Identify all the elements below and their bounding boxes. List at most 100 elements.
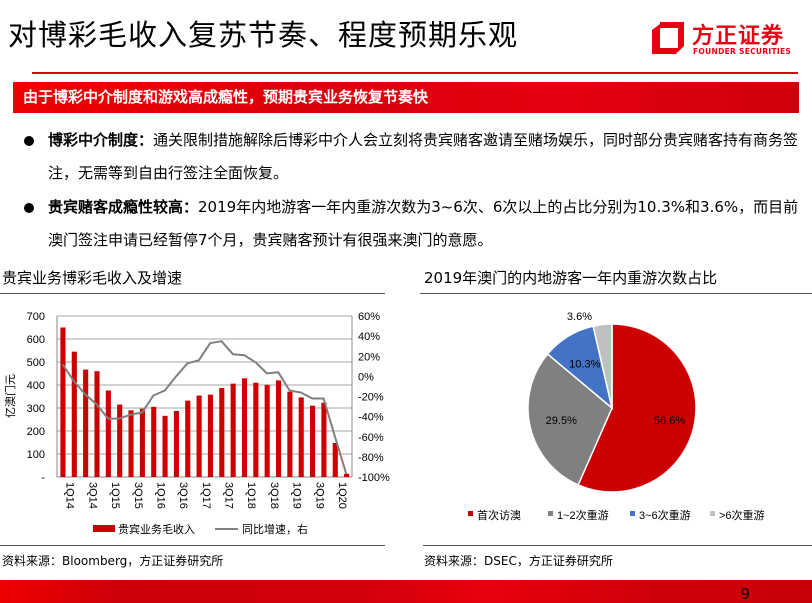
bullet-dot-icon <box>24 136 34 146</box>
y2-tick-label: -80% <box>358 452 384 464</box>
y-tick-label: 700 <box>27 311 45 323</box>
bar <box>117 404 123 477</box>
bar <box>151 406 157 477</box>
bar <box>139 408 145 477</box>
bullet-heading: 贵宾赌客成瘾性较高： <box>48 198 199 216</box>
logo-text-cn: 方正证券 <box>692 24 785 49</box>
bar <box>94 371 100 477</box>
vip-revenue-chart: - 100 200 300 400 500 600 700 -100% -80% -60% -40% -… <box>3 311 390 536</box>
legend-bar-swatch <box>93 525 115 532</box>
x-tick-label: 3Q17 <box>223 482 235 509</box>
bar <box>332 442 338 477</box>
bullet-text: 通关限制措施解除后博彩中介人会立刻将贵宾赌客邀请至赌场娱乐，同时部分贵宾赌客持有… <box>48 131 799 182</box>
bar <box>298 397 304 477</box>
bar <box>310 405 316 477</box>
y2-tick-label: -60% <box>358 432 384 444</box>
pie-slice <box>577 323 697 493</box>
y-tick-label: 500 <box>27 357 45 369</box>
y-tick-label: 200 <box>27 426 45 438</box>
x-tick-label: 1Q15 <box>109 482 121 509</box>
y2-tick-label: -100% <box>358 472 390 484</box>
key-message-banner: 由于博彩中介制度和游戏高成瘾性，预期贵宾业务恢复节奏快 <box>13 82 799 113</box>
y-tick-label: 400 <box>27 380 45 392</box>
y2-tick-label: 60% <box>358 311 380 323</box>
y-axis-label: 亿澳门元 <box>3 374 17 418</box>
pie-data-label: 10.3% <box>569 359 600 371</box>
logo-text-en: FOUNDER SECURITIES <box>693 47 792 56</box>
right-source-divider <box>423 545 812 546</box>
bar <box>241 378 248 477</box>
pie-data-label: 3.6% <box>567 311 592 323</box>
page-title: 对博彩毛收入复苏节奏、程度预期乐观 <box>8 18 519 52</box>
bar <box>253 382 259 477</box>
bar <box>287 391 293 477</box>
y2-tick-label: -20% <box>358 392 384 404</box>
legend-swatch <box>710 511 715 516</box>
bar <box>128 410 134 477</box>
bullet-heading: 博彩中介制度： <box>48 131 154 149</box>
pie-data-label: 29.5% <box>546 415 577 427</box>
x-tick-label: 1Q19 <box>291 482 303 509</box>
legend-label: 首次访澳 <box>477 508 521 522</box>
bullet-text: 2019年内地游客一年内重游次数为3~6次、6次以上的占比分别为10.3%和3.… <box>48 198 799 249</box>
y2-tick-label: 20% <box>358 351 380 363</box>
right-title-divider <box>420 293 812 294</box>
visitor-frequency-pie: 56.6% 29.5% 10.3% 3.6% 首次访澳 1~2次重游 3~6次重游 >6次重游 <box>468 311 765 522</box>
bar <box>173 410 179 477</box>
pie-slice <box>527 352 613 486</box>
bar <box>196 395 202 477</box>
bullet-dot-icon <box>24 203 34 213</box>
logo-mark-icon <box>652 22 684 54</box>
x-tick-label: 3Q18 <box>268 482 280 509</box>
legend-label: 1~2次重游 <box>557 508 609 522</box>
y-tick-label: 600 <box>27 334 45 346</box>
left-title-divider <box>0 293 385 294</box>
x-tick-label: 1Q14 <box>64 482 76 509</box>
legend-swatch <box>468 511 473 516</box>
bar <box>230 383 236 477</box>
x-tick-label: 1Q18 <box>245 482 257 509</box>
y-tick-label: 100 <box>27 449 45 461</box>
bullet-2: 贵宾赌客成瘾性较高：2019年内地游客一年内重游次数为3~6次、6次以上的占比分… <box>24 191 808 257</box>
bar <box>207 394 214 477</box>
legend-swatch <box>630 511 635 516</box>
right-source: 资料来源：DSEC，方正证券研究所 <box>424 554 613 568</box>
bullet-1: 博彩中介制度：通关限制措施解除后博彩中介人会立刻将贵宾赌客邀请至赌场娱乐，同时部… <box>24 124 808 190</box>
founder-securities-logo: 方正证券 FOUNDER SECURITIES <box>652 18 802 60</box>
bar <box>60 327 66 477</box>
x-tick-label: 1Q16 <box>154 482 166 509</box>
right-chart-title: 2019年澳门的内地游客一年内重游次数占比 <box>424 269 718 287</box>
legend-bar-label: 贵宾业务毛收入 <box>118 522 195 536</box>
x-tick-label: 3Q15 <box>132 482 144 509</box>
bar <box>344 473 350 477</box>
left-source: 资料来源：Bloomberg，方正证券研究所 <box>2 554 224 568</box>
pie-slice <box>592 323 613 409</box>
legend-label: >6次重游 <box>719 508 765 522</box>
y2-tick-label: 0% <box>358 371 374 383</box>
footer-band <box>0 580 812 603</box>
bar <box>321 402 327 477</box>
bar <box>185 400 191 477</box>
y-tick-label: - <box>41 472 45 484</box>
bar <box>264 384 270 477</box>
left-chart-title: 贵宾业务博彩毛收入及增速 <box>2 269 183 287</box>
y2-tick-label: -40% <box>358 412 384 424</box>
legend-swatch <box>548 511 553 516</box>
legend-line-label: 同比增速，右 <box>242 522 308 536</box>
x-tick-label: 3Q16 <box>177 482 189 509</box>
growth-line <box>61 340 348 475</box>
x-tick-label: 3Q19 <box>313 482 325 509</box>
bar <box>162 415 168 477</box>
y2-tick-label: 40% <box>358 331 380 343</box>
left-source-divider <box>0 545 385 546</box>
y-tick-label: 300 <box>27 403 45 415</box>
bar <box>105 390 111 477</box>
x-tick-label: 1Q17 <box>200 482 212 509</box>
x-tick-label: 3Q14 <box>86 482 98 509</box>
x-tick-label: 1Q20 <box>336 482 348 509</box>
bar <box>219 387 225 477</box>
bar <box>71 351 77 477</box>
legend-label: 3~6次重游 <box>639 508 691 522</box>
bar <box>83 369 89 477</box>
page-number: 9 <box>740 585 750 603</box>
